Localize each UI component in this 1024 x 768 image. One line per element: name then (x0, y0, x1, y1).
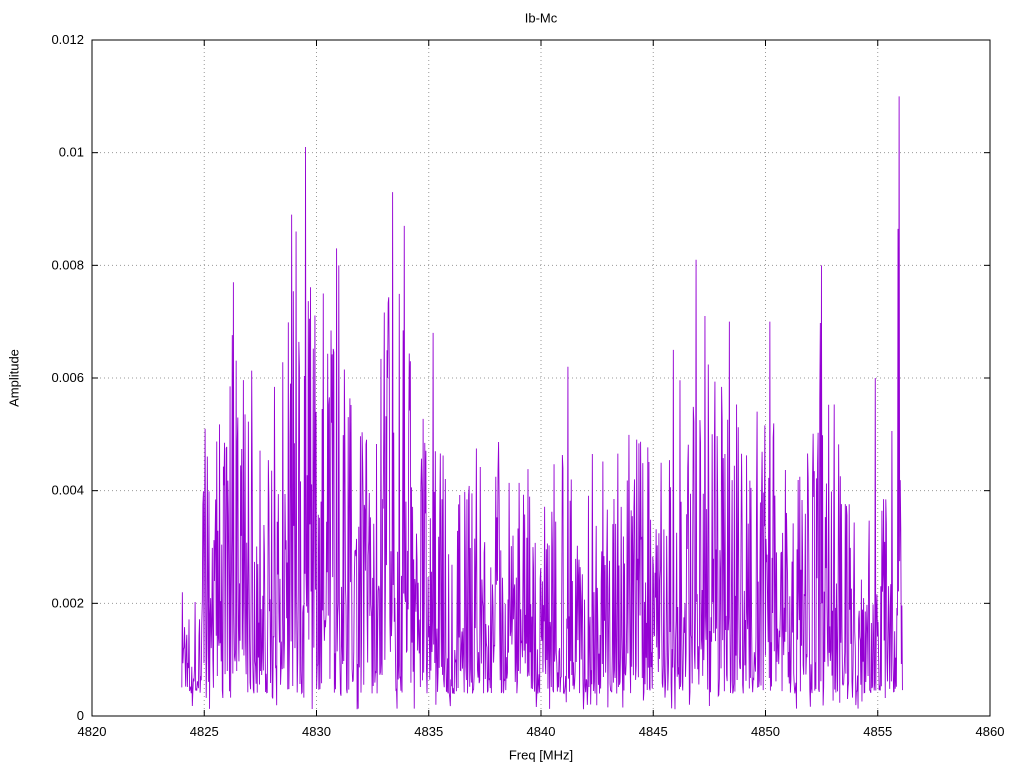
y-tick-label: 0 (77, 708, 84, 723)
x-tick-label: 4845 (639, 724, 668, 739)
y-tick-label: 0.006 (51, 370, 84, 385)
y-tick-label: 0.01 (59, 145, 84, 160)
x-tick-label: 4840 (527, 724, 556, 739)
y-tick-label: 0.002 (51, 595, 84, 610)
y-tick-label: 0.004 (51, 483, 84, 498)
x-tick-label: 4835 (414, 724, 443, 739)
x-tick-label: 4825 (190, 724, 219, 739)
x-tick-label: 4820 (78, 724, 107, 739)
x-tick-label: 4855 (863, 724, 892, 739)
x-tick-label: 4830 (302, 724, 331, 739)
x-tick-label: 4860 (976, 724, 1005, 739)
data-series-line (181, 96, 903, 710)
x-axis-label: Freq [MHz] (508, 747, 574, 763)
y-tick-label: 0.008 (51, 257, 84, 272)
chart-title: Ib-Mc (524, 10, 558, 26)
plot-border (91, 39, 991, 717)
y-tick-label: 0.012 (51, 32, 84, 47)
y-axis-label: Amplitude (6, 349, 22, 407)
x-tick-label: 4850 (751, 724, 780, 739)
